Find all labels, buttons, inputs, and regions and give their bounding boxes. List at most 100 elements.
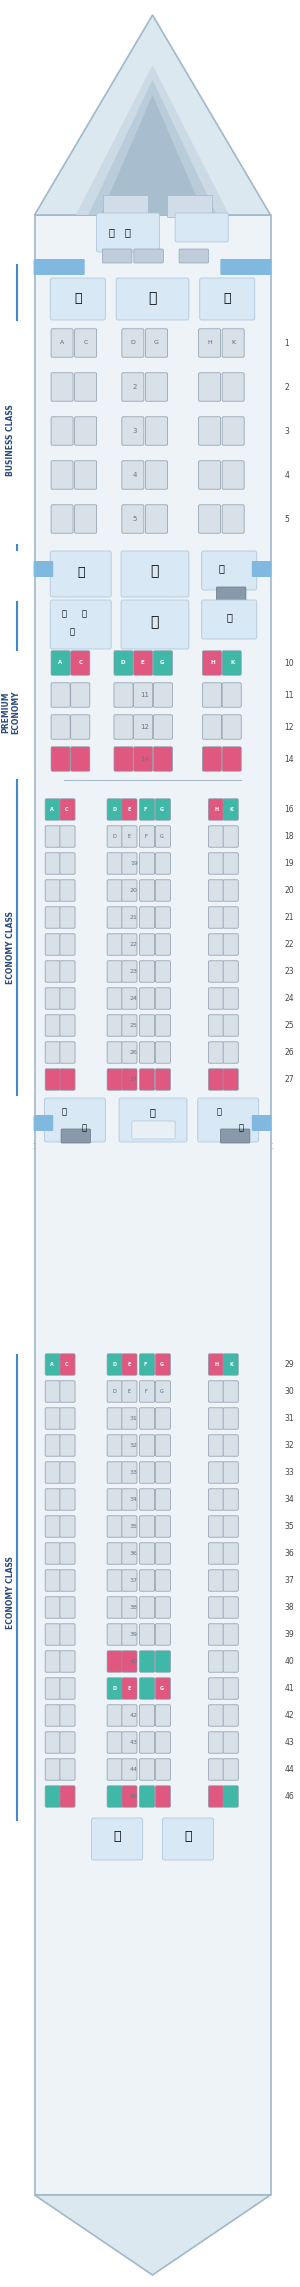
Polygon shape — [100, 96, 204, 215]
Text: 24: 24 — [284, 995, 294, 1004]
FancyBboxPatch shape — [134, 652, 153, 675]
Text: 21: 21 — [130, 915, 138, 919]
FancyBboxPatch shape — [119, 1098, 187, 1141]
Text: D: D — [112, 1388, 116, 1395]
FancyBboxPatch shape — [220, 258, 272, 274]
Text: E: E — [128, 1388, 130, 1395]
FancyBboxPatch shape — [45, 1569, 60, 1592]
Text: 🧥: 🧥 — [77, 567, 85, 579]
Text: E: E — [127, 1363, 130, 1368]
FancyBboxPatch shape — [45, 1068, 60, 1091]
FancyBboxPatch shape — [222, 460, 244, 489]
FancyBboxPatch shape — [208, 1015, 224, 1036]
FancyBboxPatch shape — [44, 1098, 105, 1141]
FancyBboxPatch shape — [34, 1116, 53, 1132]
Text: F: F — [144, 1388, 147, 1395]
Text: 46: 46 — [130, 1793, 138, 1800]
FancyBboxPatch shape — [153, 684, 172, 707]
FancyBboxPatch shape — [222, 416, 244, 446]
FancyBboxPatch shape — [107, 1015, 122, 1036]
FancyBboxPatch shape — [140, 1434, 155, 1457]
FancyBboxPatch shape — [34, 560, 53, 576]
FancyBboxPatch shape — [60, 1354, 75, 1374]
Text: 26: 26 — [130, 1050, 138, 1054]
FancyBboxPatch shape — [223, 1731, 238, 1754]
FancyBboxPatch shape — [97, 213, 159, 252]
FancyBboxPatch shape — [223, 1461, 238, 1484]
FancyBboxPatch shape — [107, 798, 122, 821]
Text: 25: 25 — [130, 1022, 138, 1027]
Text: H: H — [210, 661, 215, 666]
Text: G: G — [159, 1686, 164, 1690]
FancyBboxPatch shape — [146, 505, 167, 533]
Text: 🚻: 🚻 — [61, 1107, 67, 1116]
Text: 43: 43 — [130, 1740, 138, 1745]
FancyBboxPatch shape — [122, 1461, 137, 1484]
FancyBboxPatch shape — [223, 1043, 238, 1063]
FancyBboxPatch shape — [45, 988, 60, 1009]
FancyBboxPatch shape — [107, 1704, 122, 1727]
Text: 3: 3 — [284, 425, 289, 435]
Text: 5: 5 — [133, 517, 137, 521]
FancyBboxPatch shape — [179, 249, 208, 263]
FancyBboxPatch shape — [60, 798, 75, 821]
FancyBboxPatch shape — [222, 329, 244, 357]
FancyBboxPatch shape — [140, 933, 155, 956]
FancyBboxPatch shape — [107, 1651, 122, 1672]
FancyBboxPatch shape — [51, 329, 73, 357]
Text: 🥤: 🥤 — [184, 1830, 192, 1843]
FancyBboxPatch shape — [60, 1679, 75, 1699]
Text: 25: 25 — [284, 1020, 294, 1029]
Text: K: K — [229, 807, 233, 812]
Text: C: C — [65, 1363, 69, 1368]
Text: K: K — [231, 341, 235, 345]
FancyBboxPatch shape — [60, 1731, 75, 1754]
Text: H: H — [214, 1363, 218, 1368]
FancyBboxPatch shape — [107, 1731, 122, 1754]
FancyBboxPatch shape — [140, 1354, 155, 1374]
FancyBboxPatch shape — [155, 1489, 170, 1509]
FancyBboxPatch shape — [146, 460, 167, 489]
Text: 44: 44 — [284, 1766, 294, 1775]
FancyBboxPatch shape — [114, 652, 133, 675]
FancyBboxPatch shape — [202, 684, 221, 707]
FancyBboxPatch shape — [107, 1624, 122, 1644]
FancyBboxPatch shape — [140, 1759, 155, 1779]
FancyBboxPatch shape — [45, 1624, 60, 1644]
Text: G: G — [159, 1363, 164, 1368]
Text: 🚻: 🚻 — [61, 611, 67, 617]
FancyBboxPatch shape — [122, 1731, 137, 1754]
FancyBboxPatch shape — [107, 933, 122, 956]
Text: C: C — [65, 807, 69, 812]
FancyBboxPatch shape — [114, 748, 133, 771]
FancyBboxPatch shape — [208, 1759, 224, 1779]
FancyBboxPatch shape — [45, 1409, 60, 1429]
FancyBboxPatch shape — [208, 853, 224, 874]
FancyBboxPatch shape — [155, 1068, 170, 1091]
FancyBboxPatch shape — [107, 880, 122, 901]
FancyBboxPatch shape — [208, 1068, 224, 1091]
FancyBboxPatch shape — [60, 988, 75, 1009]
FancyBboxPatch shape — [223, 933, 238, 956]
Text: 43: 43 — [284, 1738, 294, 1747]
FancyBboxPatch shape — [122, 329, 144, 357]
FancyBboxPatch shape — [223, 1596, 238, 1619]
Text: 🥤: 🥤 — [150, 565, 159, 579]
Text: 4: 4 — [284, 471, 289, 480]
FancyBboxPatch shape — [60, 1569, 75, 1592]
FancyBboxPatch shape — [208, 1731, 224, 1754]
FancyBboxPatch shape — [155, 1624, 170, 1644]
FancyBboxPatch shape — [202, 599, 257, 638]
FancyBboxPatch shape — [140, 988, 155, 1009]
FancyBboxPatch shape — [223, 1651, 238, 1672]
FancyBboxPatch shape — [122, 853, 137, 874]
Text: 💺: 💺 — [81, 611, 86, 617]
FancyBboxPatch shape — [107, 1381, 122, 1402]
FancyBboxPatch shape — [60, 1409, 75, 1429]
FancyBboxPatch shape — [155, 1679, 170, 1699]
FancyBboxPatch shape — [208, 1381, 224, 1402]
FancyBboxPatch shape — [45, 1434, 60, 1457]
FancyBboxPatch shape — [155, 1651, 170, 1672]
Text: 33: 33 — [130, 1471, 138, 1475]
Text: 32: 32 — [130, 1443, 138, 1448]
